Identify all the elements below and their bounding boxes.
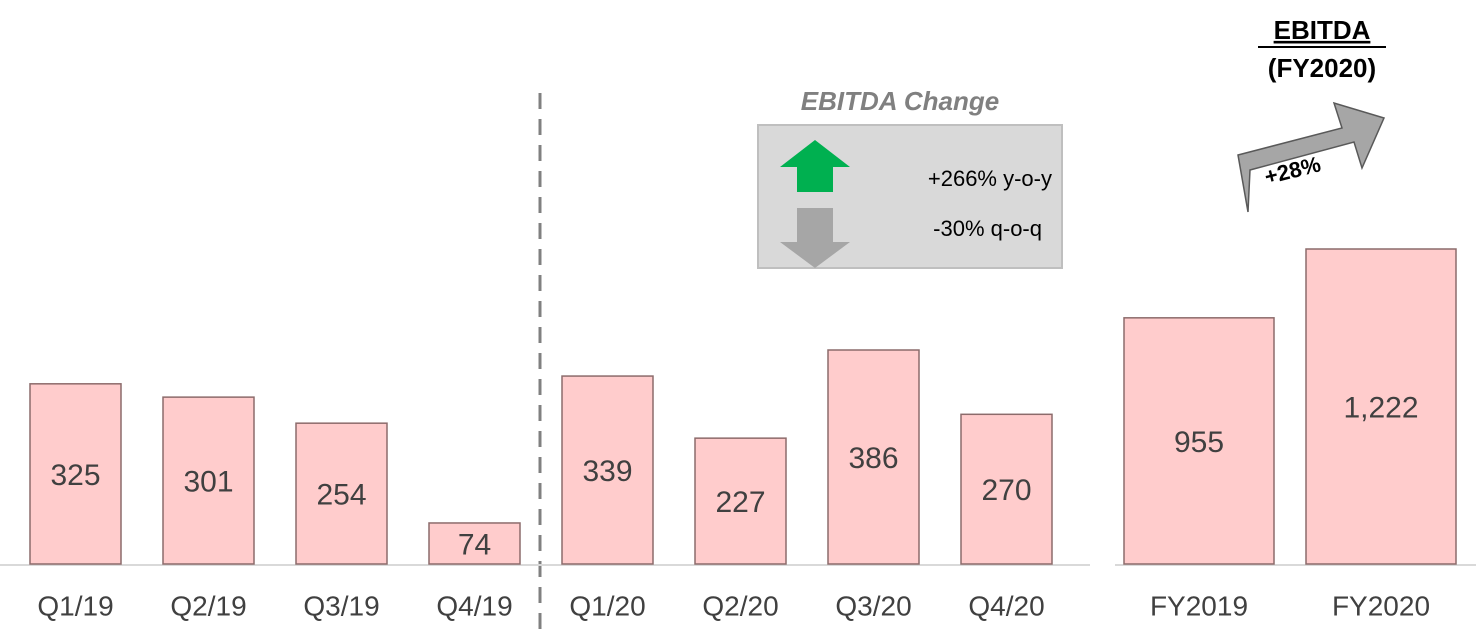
annual-title: EBITDA <box>1274 15 1371 45</box>
value-label: 386 <box>848 442 898 475</box>
value-label: 254 <box>316 479 366 512</box>
bar <box>561 375 654 565</box>
value-label: 227 <box>715 486 765 519</box>
bar <box>1305 248 1457 565</box>
up-arrow <box>780 140 850 192</box>
bar <box>960 413 1053 565</box>
x-tick-label: Q2/20 <box>702 590 778 621</box>
value-label: 270 <box>981 474 1031 507</box>
bar <box>29 383 122 565</box>
value-label: 74 <box>458 528 491 561</box>
x-tick-label: Q2/19 <box>170 590 246 621</box>
value-label: 325 <box>50 459 100 492</box>
value-label: 301 <box>183 465 233 498</box>
x-tick-label: Q3/19 <box>303 590 379 621</box>
bar <box>295 422 388 565</box>
bar <box>694 437 787 565</box>
yoy-label: +266% y-o-y <box>928 166 1052 191</box>
annual-subtitle: (FY2020) <box>1268 53 1376 83</box>
value-label: 1,222 <box>1343 391 1418 424</box>
qoq-label: -30% q-o-q <box>933 216 1042 241</box>
bar <box>1123 317 1275 565</box>
x-tick-label: Q4/19 <box>436 590 512 621</box>
change-title: EBITDA Change <box>801 86 999 116</box>
x-tick-label: Q3/20 <box>835 590 911 621</box>
growth-arrow <box>1237 101 1386 213</box>
value-label: 955 <box>1174 426 1224 459</box>
bar <box>428 522 521 565</box>
bar <box>827 349 920 565</box>
x-tick-label: FY2019 <box>1150 590 1248 621</box>
x-tick-label: Q4/20 <box>968 590 1044 621</box>
x-tick-label: FY2020 <box>1332 590 1430 621</box>
x-tick-label: Q1/19 <box>37 590 113 621</box>
x-tick-label: Q1/20 <box>569 590 645 621</box>
down-arrow <box>780 208 850 268</box>
bar <box>162 396 255 565</box>
value-label: 339 <box>582 455 632 488</box>
